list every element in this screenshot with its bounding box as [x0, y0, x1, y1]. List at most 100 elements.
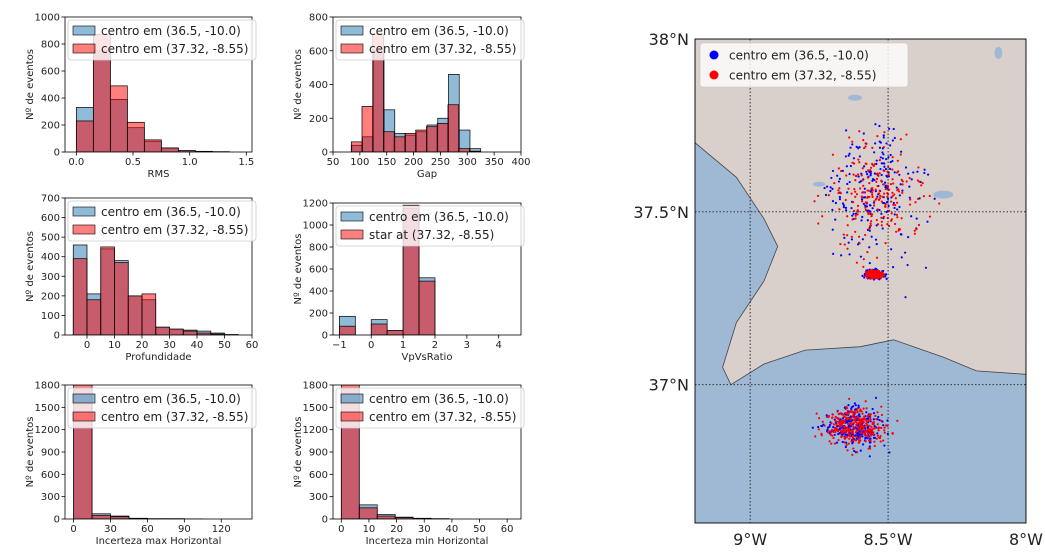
event-point-blue	[869, 441, 872, 444]
event-point-red	[897, 190, 901, 193]
event-point-red	[846, 247, 849, 250]
bar-series-blue	[458, 129, 471, 152]
event-point-blue	[868, 445, 871, 448]
legend-label: centro em (37.32, -8.55)	[101, 42, 248, 56]
event-point-blue	[869, 174, 872, 177]
event-point-red	[830, 422, 833, 425]
event-point-red	[845, 174, 848, 177]
event-point-blue	[825, 185, 829, 188]
x-tick-label: 30	[163, 340, 176, 351]
event-point-blue	[866, 437, 869, 440]
event-point-red	[828, 430, 831, 433]
plot-frame	[64, 16, 253, 153]
event-point-red	[870, 220, 873, 223]
event-point-red	[859, 435, 862, 438]
x-tick-label: 40	[446, 524, 459, 535]
event-point-red	[833, 442, 837, 445]
event-point-blue	[864, 204, 867, 207]
event-point-red	[905, 180, 908, 183]
y-tick-label: 600	[309, 470, 328, 481]
event-point-red	[843, 429, 847, 433]
event-point-red	[860, 196, 864, 199]
event-point-red	[843, 425, 846, 428]
event-point-red	[878, 172, 881, 175]
event-point-blue	[820, 424, 823, 428]
event-point-blue	[893, 206, 896, 210]
event-point-blue	[871, 407, 874, 411]
event-point-red	[868, 273, 871, 277]
event-point-red	[861, 179, 864, 182]
x-tick-label: 2	[432, 340, 438, 351]
bar-series-red	[114, 262, 129, 335]
event-point-red	[864, 142, 867, 145]
event-point-blue	[878, 140, 881, 143]
event-point-red	[883, 431, 886, 434]
event-point-red	[857, 417, 860, 420]
event-point-blue	[873, 425, 876, 428]
event-point-red	[870, 425, 873, 428]
event-point-blue	[926, 220, 929, 223]
event-point-red	[848, 426, 851, 430]
event-point-blue	[868, 246, 871, 249]
x-tick-label: 30	[104, 524, 117, 535]
event-point-red	[901, 183, 904, 186]
event-point-red	[880, 419, 883, 422]
event-point-red	[832, 423, 836, 426]
event-point-blue	[860, 198, 864, 201]
event-point-red	[874, 273, 877, 277]
event-point-red	[876, 184, 879, 188]
event-point-red	[859, 420, 862, 423]
bar-series-red	[383, 131, 395, 152]
event-point-blue	[868, 209, 871, 213]
event-point-blue	[830, 176, 833, 180]
bar-series-red	[426, 126, 438, 152]
event-point-red	[846, 409, 849, 412]
event-point-red	[845, 406, 849, 410]
event-point-blue	[857, 147, 860, 150]
event-point-red	[867, 228, 871, 231]
event-point-red	[865, 422, 868, 425]
event-point-red	[840, 435, 843, 439]
y-tick-label: 1500	[303, 403, 328, 414]
event-point-red	[864, 425, 867, 428]
x-tick-label: 90	[178, 524, 191, 535]
event-point-red	[859, 408, 862, 411]
legend-box	[335, 387, 525, 429]
x-tick-label: 10	[363, 524, 376, 535]
x-axis-label: RMS	[148, 169, 170, 180]
event-point-red	[854, 420, 857, 424]
event-point-red	[891, 178, 894, 181]
event-point-blue	[892, 127, 895, 131]
y-tick-label: 0	[322, 515, 328, 526]
event-point-red	[860, 174, 863, 177]
event-point-blue	[886, 197, 890, 200]
event-point-red	[830, 431, 833, 434]
legend-label: centro em (37.32, -8.55)	[101, 223, 248, 237]
bar-series-blue	[383, 109, 396, 152]
event-point-blue	[861, 274, 864, 277]
event-point-red	[882, 183, 885, 186]
event-point-red	[879, 440, 882, 443]
event-point-red	[835, 428, 838, 432]
y-tick-label: 800	[309, 13, 328, 24]
y-tick-label: 800	[41, 40, 60, 51]
event-point-blue	[893, 136, 896, 140]
event-point-red	[850, 429, 854, 432]
x-tick-label: 300	[458, 157, 477, 168]
event-point-red	[881, 195, 884, 198]
event-point-blue	[849, 415, 852, 418]
event-point-red	[862, 421, 865, 424]
event-point-red	[865, 162, 868, 165]
event-point-red	[865, 419, 868, 423]
bar-series-blue	[469, 148, 482, 152]
event-point-blue	[842, 206, 846, 209]
event-point-red	[869, 222, 872, 225]
event-point-red	[884, 424, 888, 427]
event-point-blue	[885, 158, 888, 161]
event-point-red	[852, 162, 856, 165]
event-point-red	[868, 424, 871, 427]
event-point-blue	[884, 181, 887, 184]
event-point-red	[839, 192, 842, 195]
event-point-red	[880, 224, 883, 227]
event-point-red	[852, 414, 855, 417]
